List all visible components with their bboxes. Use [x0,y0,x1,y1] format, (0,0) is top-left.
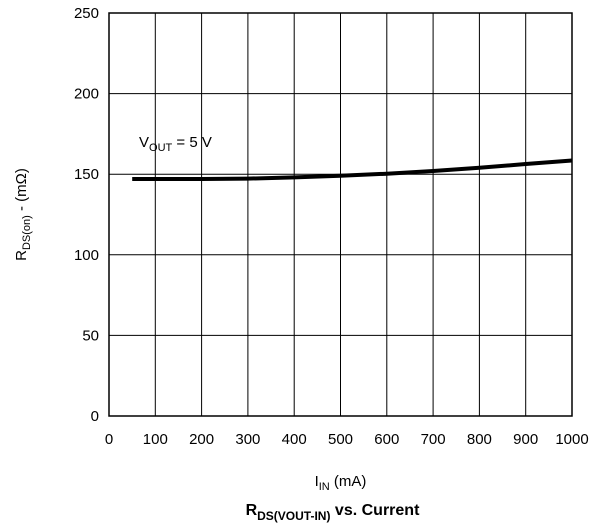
x-tick-label: 1000 [555,431,588,448]
x-axis-label: IIN (mA) [315,473,367,493]
y-tick-label: 0 [91,408,99,425]
chart-title: RDS(VOUT-IN) vs. Current [246,502,420,523]
y-tick-label: 100 [74,247,99,264]
x-tick-label: 400 [282,431,307,448]
y-axis-label: RDS(on) - (mΩ) [13,168,33,261]
y-tick-label: 250 [74,5,99,22]
grid [108,12,573,417]
plot-frame [108,12,573,417]
x-tick-label: 700 [421,431,446,448]
x-tick-label: 200 [189,431,214,448]
series [132,158,573,181]
y-tick-labels: 0 50 100 150 200 250 [74,5,99,425]
x-tick-label: 900 [513,431,538,448]
curve-annotation: VOUT = 5 V [139,134,212,154]
x-tick-labels: 0 100 200 300 400 500 600 700 800 900 1000 [105,431,589,448]
series-line [132,158,573,181]
x-tick-label: 500 [328,431,353,448]
y-tick-label: 50 [82,327,99,344]
x-tick-label: 100 [143,431,168,448]
x-tick-label: 0 [105,431,113,448]
y-tick-label: 200 [74,86,99,103]
x-tick-label: 600 [374,431,399,448]
y-tick-label: 150 [74,166,99,183]
x-tick-label: 800 [467,431,492,448]
x-tick-label: 300 [235,431,260,448]
